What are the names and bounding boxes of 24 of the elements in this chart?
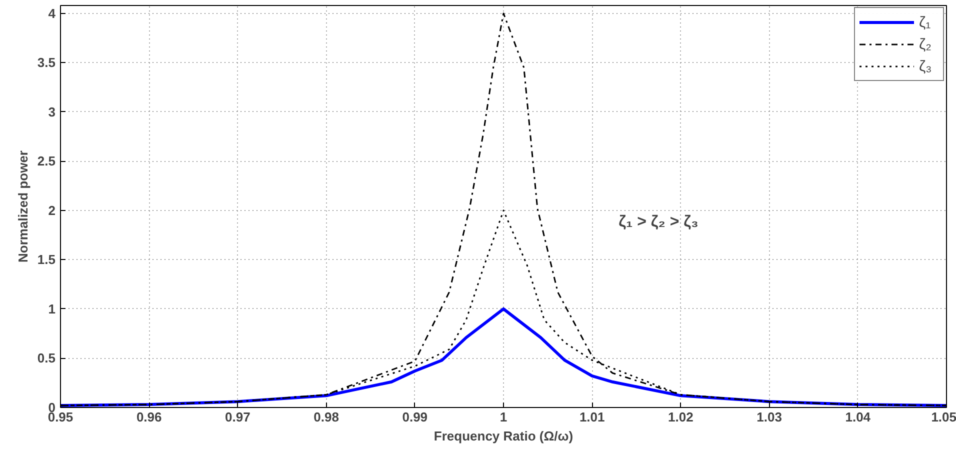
x-tick-label: 0.98 bbox=[314, 410, 339, 424]
y-tick-label: 3 bbox=[48, 104, 56, 120]
legend-label: ζ₂ bbox=[919, 36, 932, 52]
x-tick-label: 1.01 bbox=[579, 410, 605, 424]
x-tick-label: 1.03 bbox=[756, 410, 782, 424]
y-tick-label: 3.5 bbox=[37, 55, 56, 70]
legend-label: ζ₃ bbox=[919, 58, 933, 74]
legend-label: ζ₁ bbox=[919, 14, 932, 30]
x-tick-label: 0.99 bbox=[402, 410, 428, 424]
y-tick-label: 2.5 bbox=[37, 154, 56, 169]
y-tick-label: 2 bbox=[48, 202, 56, 218]
x-tick-label: 1.02 bbox=[668, 410, 694, 424]
y-tick-label: 1 bbox=[48, 301, 56, 316]
annotation: ζ₁ > ζ₂ > ζ₃ bbox=[618, 214, 698, 231]
x-tick-label: 1 bbox=[500, 410, 508, 424]
y-tick-label: 4 bbox=[48, 6, 56, 21]
x-tick-label: 1.05 bbox=[931, 410, 956, 424]
x-tick-label: 0.96 bbox=[136, 410, 162, 424]
y-tick-label: 0.5 bbox=[37, 350, 56, 366]
x-axis-title: Frequency Ratio (Ω/ω) bbox=[434, 428, 574, 444]
x-tick-label: 0.97 bbox=[225, 410, 250, 424]
y-axis-title: Normalized power bbox=[15, 150, 30, 262]
x-tick-label: 1.04 bbox=[845, 410, 872, 424]
y-tick-label: 1.5 bbox=[37, 252, 56, 268]
